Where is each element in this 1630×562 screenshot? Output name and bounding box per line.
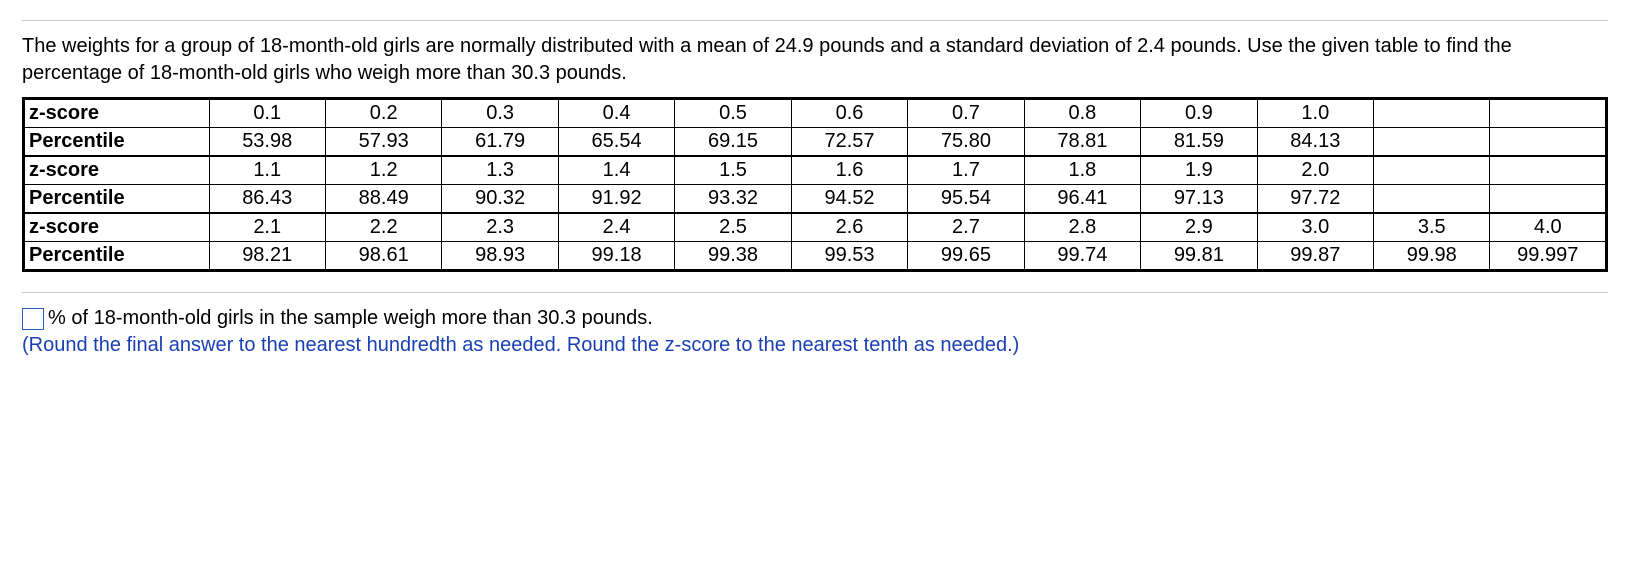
zscore-cell: 1.8 <box>1024 156 1140 185</box>
zscore-cell: 2.7 <box>908 213 1024 242</box>
zscore-cell: 1.7 <box>908 156 1024 185</box>
percentile-cell: 88.49 <box>325 185 441 214</box>
table-row: z-score0.10.20.30.40.50.60.70.80.91.0 <box>24 99 1607 128</box>
zscore-cell: 2.5 <box>675 213 791 242</box>
percentile-cell: 99.81 <box>1141 242 1257 271</box>
zscore-cell: 2.3 <box>442 213 558 242</box>
percentile-cell: 99.53 <box>791 242 907 271</box>
percentile-cell: 99.18 <box>558 242 674 271</box>
percentile-cell: 94.52 <box>791 185 907 214</box>
percentile-cell: 98.61 <box>325 242 441 271</box>
zscore-cell: 1.4 <box>558 156 674 185</box>
zscore-cell: 0.4 <box>558 99 674 128</box>
percentile-cell <box>1374 128 1490 157</box>
percentile-cell <box>1374 185 1490 214</box>
zscore-cell <box>1490 99 1607 128</box>
percentile-cell <box>1490 185 1607 214</box>
percentile-cell: 86.43 <box>209 185 325 214</box>
percentile-cell: 78.81 <box>1024 128 1140 157</box>
percentile-cell: 95.54 <box>908 185 1024 214</box>
table-row: z-score2.12.22.32.42.52.62.72.82.93.03.5… <box>24 213 1607 242</box>
row-label-zscore: z-score <box>24 99 210 128</box>
zscore-cell: 0.7 <box>908 99 1024 128</box>
row-label-percentile: Percentile <box>24 185 210 214</box>
zscore-table: z-score0.10.20.30.40.50.60.70.80.91.0Per… <box>22 97 1608 272</box>
answer-suffix: % of 18-month-old girls in the sample we… <box>48 307 653 330</box>
zscore-cell: 1.3 <box>442 156 558 185</box>
percentile-cell: 65.54 <box>558 128 674 157</box>
zscore-cell: 0.1 <box>209 99 325 128</box>
percentile-cell: 99.74 <box>1024 242 1140 271</box>
question-page: The weights for a group of 18-month-old … <box>0 0 1630 377</box>
zscore-cell: 2.4 <box>558 213 674 242</box>
table-row: Percentile53.9857.9361.7965.5469.1572.57… <box>24 128 1607 157</box>
question-prompt: The weights for a group of 18-month-old … <box>22 33 1608 87</box>
zscore-cell: 3.5 <box>1374 213 1490 242</box>
percentile-cell: 69.15 <box>675 128 791 157</box>
percentile-cell: 91.92 <box>558 185 674 214</box>
zscore-cell: 2.0 <box>1257 156 1373 185</box>
rounding-hint: (Round the final answer to the nearest h… <box>22 334 1608 357</box>
row-label-zscore: z-score <box>24 156 210 185</box>
zscore-cell: 0.9 <box>1141 99 1257 128</box>
zscore-cell <box>1490 156 1607 185</box>
zscore-cell: 0.5 <box>675 99 791 128</box>
zscore-cell: 4.0 <box>1490 213 1607 242</box>
zscore-cell: 0.2 <box>325 99 441 128</box>
zscore-table-body: z-score0.10.20.30.40.50.60.70.80.91.0Per… <box>24 99 1607 271</box>
percentile-cell: 98.93 <box>442 242 558 271</box>
mid-divider <box>22 292 1608 293</box>
zscore-cell: 1.1 <box>209 156 325 185</box>
percentile-cell: 90.32 <box>442 185 558 214</box>
percentile-cell: 72.57 <box>791 128 907 157</box>
percentile-cell: 57.93 <box>325 128 441 157</box>
zscore-cell: 1.9 <box>1141 156 1257 185</box>
answer-line: % of 18-month-old girls in the sample we… <box>22 307 1608 330</box>
zscore-cell: 2.6 <box>791 213 907 242</box>
row-label-percentile: Percentile <box>24 128 210 157</box>
percentile-cell: 96.41 <box>1024 185 1140 214</box>
percentile-cell: 81.59 <box>1141 128 1257 157</box>
zscore-cell: 2.9 <box>1141 213 1257 242</box>
percentile-cell: 97.13 <box>1141 185 1257 214</box>
percentile-cell: 53.98 <box>209 128 325 157</box>
zscore-cell: 2.2 <box>325 213 441 242</box>
percentile-cell: 98.21 <box>209 242 325 271</box>
percentile-cell: 97.72 <box>1257 185 1373 214</box>
percentile-cell: 93.32 <box>675 185 791 214</box>
zscore-cell: 0.3 <box>442 99 558 128</box>
percentile-cell: 75.80 <box>908 128 1024 157</box>
table-row: z-score1.11.21.31.41.51.61.71.81.92.0 <box>24 156 1607 185</box>
percentile-cell: 99.997 <box>1490 242 1607 271</box>
table-row: Percentile86.4388.4990.3291.9293.3294.52… <box>24 185 1607 214</box>
zscore-cell: 3.0 <box>1257 213 1373 242</box>
zscore-cell <box>1374 99 1490 128</box>
percentile-cell: 84.13 <box>1257 128 1373 157</box>
table-row: Percentile98.2198.6198.9399.1899.3899.53… <box>24 242 1607 271</box>
percentile-cell: 99.98 <box>1374 242 1490 271</box>
answer-input[interactable] <box>22 308 44 330</box>
percentile-cell: 99.38 <box>675 242 791 271</box>
zscore-cell: 2.8 <box>1024 213 1140 242</box>
zscore-cell: 2.1 <box>209 213 325 242</box>
percentile-cell <box>1490 128 1607 157</box>
percentile-cell: 61.79 <box>442 128 558 157</box>
zscore-cell <box>1374 156 1490 185</box>
percentile-cell: 99.65 <box>908 242 1024 271</box>
row-label-zscore: z-score <box>24 213 210 242</box>
zscore-cell: 1.2 <box>325 156 441 185</box>
zscore-cell: 1.6 <box>791 156 907 185</box>
percentile-cell: 99.87 <box>1257 242 1373 271</box>
zscore-cell: 1.5 <box>675 156 791 185</box>
row-label-percentile: Percentile <box>24 242 210 271</box>
zscore-cell: 0.8 <box>1024 99 1140 128</box>
top-divider <box>22 20 1608 21</box>
zscore-cell: 0.6 <box>791 99 907 128</box>
zscore-cell: 1.0 <box>1257 99 1373 128</box>
